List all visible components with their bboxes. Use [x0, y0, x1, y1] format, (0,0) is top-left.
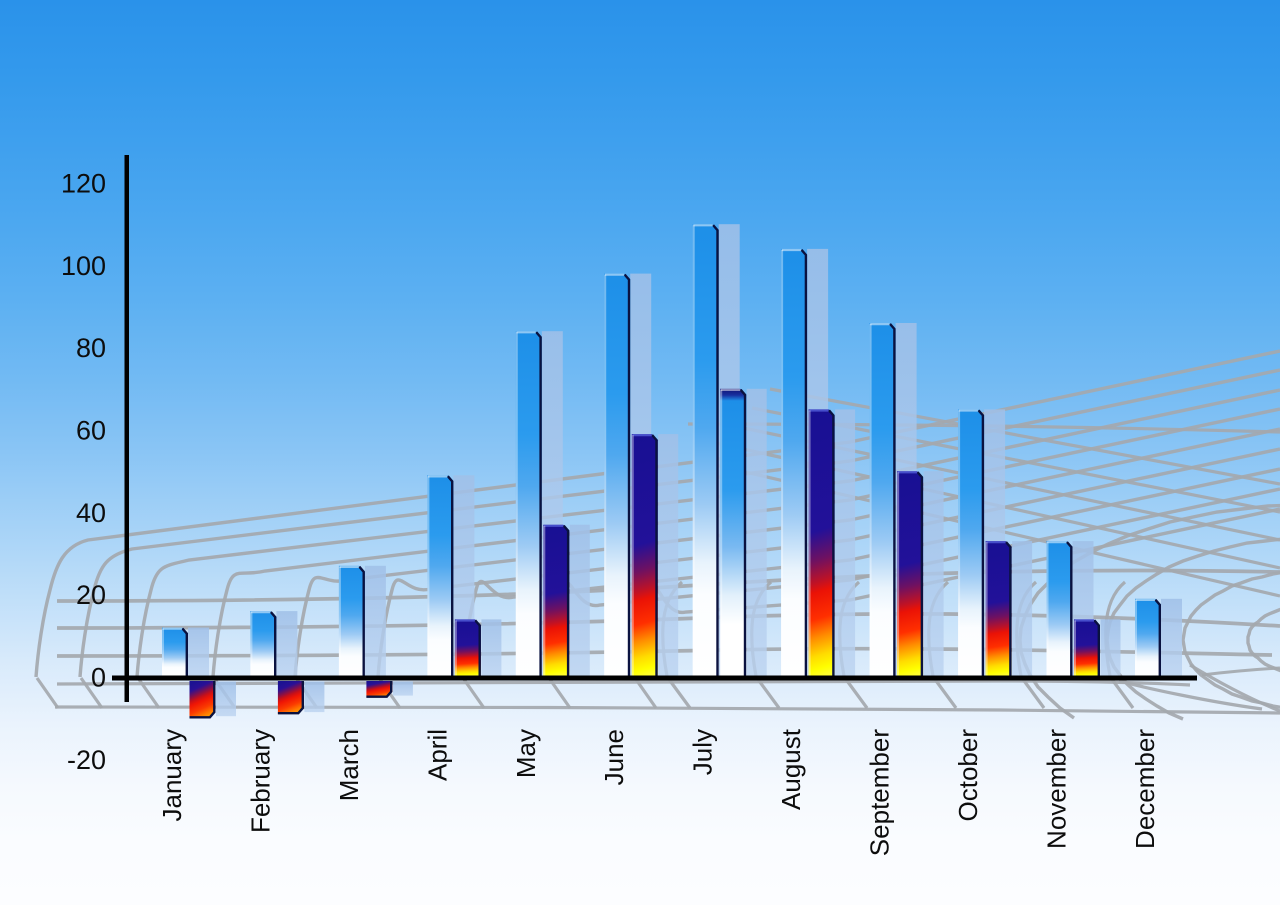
svg-text:April: April: [422, 729, 452, 781]
svg-text:November: November: [1042, 729, 1072, 849]
svg-text:August: August: [776, 728, 806, 810]
svg-text:March: March: [334, 729, 364, 801]
svg-text:20: 20: [76, 580, 106, 610]
svg-text:December: December: [1130, 729, 1160, 849]
svg-text:October: October: [953, 729, 983, 822]
svg-text:June: June: [599, 729, 629, 785]
svg-text:May: May: [511, 729, 541, 778]
svg-text:0: 0: [91, 663, 106, 693]
svg-text:60: 60: [76, 416, 106, 446]
svg-text:-20: -20: [67, 745, 106, 775]
svg-text:120: 120: [61, 169, 106, 199]
svg-text:July: July: [688, 729, 718, 775]
svg-text:January: January: [157, 729, 187, 822]
svg-text:80: 80: [76, 333, 106, 363]
svg-text:100: 100: [61, 251, 106, 281]
svg-text:September: September: [865, 729, 895, 857]
svg-text:40: 40: [76, 498, 106, 528]
svg-text:February: February: [245, 729, 275, 833]
